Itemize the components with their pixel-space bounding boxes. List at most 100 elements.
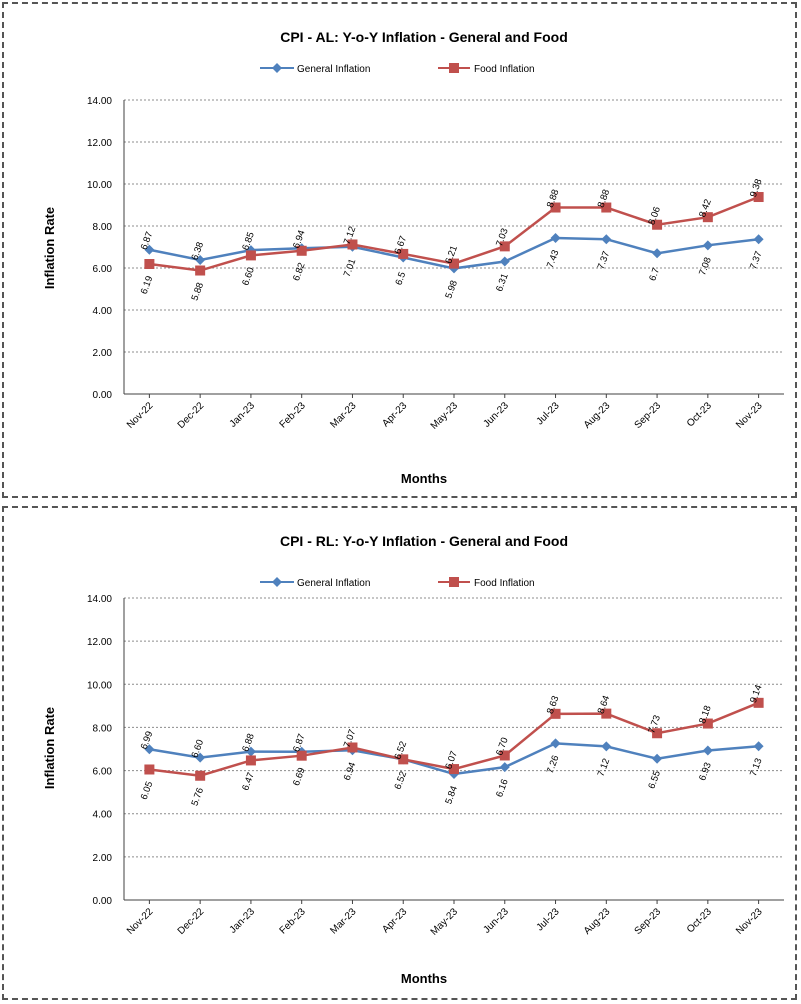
x-tick-label: Jul-23 <box>535 906 562 933</box>
y-tick-label: 14.00 <box>87 594 112 605</box>
y-tick-label: 12.00 <box>87 637 112 648</box>
food-data-label: 6.05 <box>139 780 156 801</box>
general-data-label: 7.13 <box>748 757 765 778</box>
y-tick-label: 12.00 <box>87 138 112 149</box>
chart-panel-rl: CPI - RL: Y-o-Y Inflation - General and … <box>2 506 797 1000</box>
food-inflation-point <box>702 718 713 729</box>
general-inflation-point <box>753 741 764 752</box>
y-tick-label: 10.00 <box>87 180 112 191</box>
x-tick-label: Dec-22 <box>176 400 207 431</box>
general-data-label: 6.94 <box>342 761 359 782</box>
food-data-label: 6.69 <box>291 766 308 787</box>
plot-area: 0.00 2.00 4.00 6.00 8.00 10.00 12.00 14.00 Nov-2… <box>87 96 784 432</box>
general-inflation-point <box>550 738 561 749</box>
x-tick-label: Oct-23 <box>685 906 714 935</box>
food-inflation-point <box>195 770 206 781</box>
food-data-label: 6.82 <box>291 261 308 282</box>
x-tick-label: Jun-23 <box>481 400 511 430</box>
chart-rl: CPI - RL: Y-o-Y Inflation - General and … <box>42 533 784 986</box>
y-tick-label: 2.00 <box>93 348 113 359</box>
y-tick-label: 8.00 <box>93 723 113 734</box>
general-inflation-point <box>702 240 713 251</box>
general-inflation-point <box>652 248 663 259</box>
x-tick-label: Sep-23 <box>633 906 664 937</box>
food-inflation-point <box>601 708 612 719</box>
general-inflation-point <box>144 744 155 755</box>
general-inflation-point <box>753 234 764 245</box>
food-data-label: 6.60 <box>240 266 257 287</box>
general-data-label: 7.26 <box>545 754 562 775</box>
food-inflation-point <box>449 258 459 269</box>
general-inflation-point <box>601 234 612 245</box>
legend-food-label: Food Inflation <box>474 578 535 589</box>
plot-area: 0.00 2.00 4.00 6.00 8.00 10.00 12.00 14.00 Nov-2… <box>87 594 784 938</box>
legend-general-label: General Inflation <box>297 578 370 589</box>
x-tick-label: Feb-23 <box>278 906 308 936</box>
y-tick-label: 4.00 <box>93 306 113 317</box>
x-tick-label: Aug-23 <box>582 400 613 431</box>
x-tick-label: Nov-22 <box>125 906 156 937</box>
general-data-label: 6.93 <box>697 761 714 782</box>
x-tick-label: Nov-22 <box>125 400 156 431</box>
x-tick-label: Jun-23 <box>481 906 511 936</box>
general-inflation-point <box>245 746 256 757</box>
food-inflation-point <box>702 212 713 223</box>
general-inflation-point <box>499 762 510 773</box>
general-data-label: 7.37 <box>748 250 765 271</box>
y-tick-label: 8.00 <box>93 222 113 233</box>
food-inflation-point <box>245 250 256 261</box>
legend-food-marker <box>449 577 459 587</box>
food-inflation-point <box>499 750 510 761</box>
x-tick-label: Feb-23 <box>278 400 308 430</box>
x-tick-label: May-23 <box>429 400 461 432</box>
food-inflation-point <box>449 764 459 775</box>
food-inflation-point <box>499 241 510 252</box>
chart-al: CPI - AL: Y-o-Y Inflation - General and … <box>42 29 784 486</box>
general-inflation-point <box>652 753 663 764</box>
food-inflation-point <box>296 245 307 256</box>
legend-food-marker <box>449 63 459 73</box>
food-inflation-point <box>245 755 256 766</box>
general-data-label: 6.55 <box>646 769 663 790</box>
y-tick-label: 14.00 <box>87 96 112 107</box>
y-axis-title: Inflation Rate <box>42 207 57 289</box>
general-inflation-point <box>550 232 561 243</box>
food-data-label: 6.47 <box>240 771 257 792</box>
legend-general-marker <box>272 63 282 73</box>
chart-title: CPI - RL: Y-o-Y Inflation - General and … <box>280 533 568 549</box>
x-tick-label: Dec-22 <box>176 906 207 937</box>
x-axis-title: Months <box>401 971 447 986</box>
food-inflation-point <box>601 202 612 213</box>
general-inflation-point <box>702 745 713 756</box>
general-inflation-point <box>144 244 155 255</box>
x-tick-label: Jul-23 <box>535 400 562 427</box>
y-tick-label: 2.00 <box>93 853 113 864</box>
general-data-label: 6.7 <box>647 266 662 282</box>
y-tick-label: 0.00 <box>93 896 113 907</box>
chart-panel-al: CPI - AL: Y-o-Y Inflation - General and … <box>2 2 797 498</box>
general-data-label: 6.31 <box>494 272 511 293</box>
chart-title: CPI - AL: Y-o-Y Inflation - General and … <box>280 29 568 45</box>
food-data-label: 6.19 <box>139 275 156 296</box>
x-axis-title: Months <box>401 471 447 486</box>
x-tick-label: Apr-23 <box>380 400 409 429</box>
general-inflation-point <box>601 741 612 752</box>
food-inflation-point <box>753 697 764 708</box>
x-tick-label: Aug-23 <box>582 906 613 937</box>
y-tick-label: 6.00 <box>93 264 113 275</box>
general-data-label: 7.08 <box>697 256 714 277</box>
y-axis-title: Inflation Rate <box>42 707 57 789</box>
x-tick-label: Apr-23 <box>380 906 409 935</box>
x-tick-label: Oct-23 <box>685 400 714 429</box>
food-inflation-point <box>195 265 206 276</box>
food-data-label: 5.88 <box>189 281 206 302</box>
food-data-label: 5.76 <box>189 786 206 807</box>
x-tick-label: Jan-23 <box>228 400 258 430</box>
food-inflation-point <box>296 750 307 761</box>
y-tick-label: 6.00 <box>93 767 113 778</box>
y-tick-label: 10.00 <box>87 680 112 691</box>
food-inflation-point <box>398 754 409 765</box>
legend: General Inflation Food Inflation <box>260 63 535 75</box>
food-inflation-point <box>753 192 764 203</box>
general-data-label: 6.16 <box>494 778 511 799</box>
